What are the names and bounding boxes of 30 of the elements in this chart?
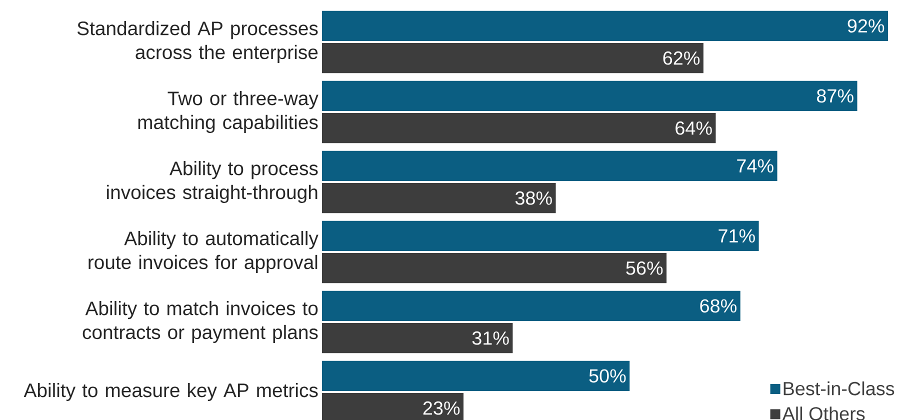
data-label: 56%	[626, 261, 663, 275]
bar	[322, 150, 778, 181]
bar	[322, 253, 667, 284]
data-label: 87%	[816, 89, 854, 103]
data-label: 62%	[663, 51, 700, 65]
bar	[322, 80, 858, 111]
bar	[322, 220, 759, 251]
data-label: 23%	[423, 401, 460, 415]
bar	[322, 323, 513, 354]
bar	[322, 290, 740, 321]
y-tick-label: Standardized AP processes across the enterprise	[77, 20, 318, 64]
data-label: 74%	[737, 159, 774, 173]
bar	[322, 113, 716, 144]
data-label: 64%	[676, 121, 712, 135]
data-label: 71%	[718, 229, 755, 243]
y-tick-label: Ability to match invoices to contracts or payment plans	[82, 300, 318, 344]
y-tick-label: Ability to process invoices straight-through	[107, 160, 318, 204]
legend-label: Best-in-Class	[784, 381, 894, 396]
data-label: 68%	[700, 299, 736, 313]
bar	[322, 43, 704, 74]
bar	[322, 10, 888, 41]
y-tick-label: Two or three-way matching capabilities	[138, 90, 318, 134]
y-tick-label: Ability to automatically route invoices for approval	[88, 230, 318, 274]
data-label: 38%	[515, 191, 552, 205]
bar	[322, 360, 630, 391]
y-tick-label: Ability to measure key AP metrics	[24, 382, 318, 402]
data-label: 31%	[472, 331, 509, 345]
data-label: 92%	[848, 19, 884, 33]
data-label: 50%	[589, 369, 626, 383]
bar	[322, 183, 556, 214]
